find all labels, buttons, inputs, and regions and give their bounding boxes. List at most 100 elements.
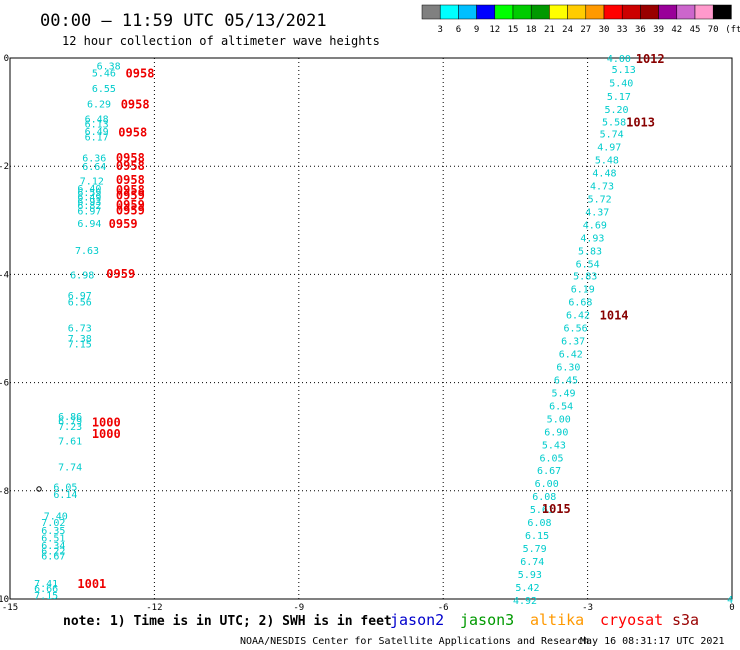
swh-label: 4.37 [585,208,609,219]
swh-label: 6.49 [85,127,109,138]
plot-grid [10,58,732,599]
swh-label: 6.08 [532,492,556,503]
swh-label: 7.02 [41,518,65,529]
y-tick-label: -6 [0,379,9,389]
colorbar-swatch [585,4,605,20]
swh-label: 6.64 [82,162,106,173]
pressure-label: 1000 [92,427,121,441]
swh-label: 5.58 [602,117,626,128]
pressure-label: 1015 [542,502,571,516]
colorbar-swatch [494,4,514,20]
pressure-label: 0958 [116,173,145,187]
colorbar-swatch [530,4,550,20]
swh-label: 6.90 [544,427,568,438]
swh-label: 5.42 [515,583,539,594]
swh-label: 6.05 [53,482,77,493]
swh-label: 6.54 [576,260,600,271]
swh-label: 6.97 [77,207,101,218]
swh-label: 6.30 [556,362,580,373]
swh-label: 5.83 [573,271,597,282]
swh-label: 5.17 [607,92,631,103]
swh-label: 6.08 [527,518,551,529]
swh-label: 7.12 [80,176,104,187]
colorbar-swatch [512,4,532,20]
swh-label: 6.14 [53,490,77,501]
swh-label: 5.43 [542,440,566,451]
colorbar-tick-label: 27 [580,25,591,35]
swh-label: 5.79 [523,544,547,555]
swh-label: 5.40 [609,78,633,89]
y-tick-label: -4 [0,270,9,280]
track-markers [36,486,42,492]
pressure-label: 1012 [636,52,665,66]
colorbar-tick-label: 6 [456,25,461,35]
swh-label: 7.15 [68,340,92,351]
swh-label: 7.61 [58,436,82,447]
footnote: note: 1) Time is in UTC; 2) SWH is in fe… [63,614,392,629]
swh-label: 4.97 [597,143,621,154]
swh-label: 5.72 [588,195,612,206]
pressure-label: 0959 [116,203,145,217]
swh-label: 7.74 [58,462,82,473]
legend-item-s3a: s3a [672,611,699,629]
pressure-label: 0959 [116,198,145,212]
axis-tick-labels: 0 -2 -4 -6 -8 -10-15 -12 -9 -6 -3 0 [0,54,735,613]
swh-label: 7.40 [44,512,68,523]
swh-label: 6.79 [58,416,82,427]
swh-label: 6.00 [535,479,559,490]
y-tick-label: -8 [0,487,9,497]
swh-label: 5.83 [578,247,602,258]
swh-label: 6.55 [92,84,116,95]
swh-label: 5.00 [547,414,571,425]
chart-title: 00:00 – 11:59 UTC 05/13/2021 [40,11,327,31]
swh-label: 6.98 [70,270,94,281]
swh-label: 6.37 [561,336,585,347]
pressure-label: 0958 [116,159,145,173]
colorbar-swatch [549,4,568,20]
pressure-label: 1014 [600,308,629,322]
swh-label: 6.42 [566,310,590,321]
colorbar-swatch [476,4,496,20]
swh-label: 6.48 [85,115,109,126]
pressure-label: 0959 [116,188,145,202]
swh-label: 5.46 [92,69,116,80]
swh-label: 6.66 [34,584,58,595]
y-tick-label: -2 [0,162,9,172]
swh-label: 6.38 [97,62,121,73]
swh-labels: 6.385.466.556.296.486.136.496.176.366.64… [34,54,733,607]
colorbar-tick-label: 30 [599,25,610,35]
colorbar-tick-label: 21 [544,25,555,35]
y-tick-label: 0 [4,54,9,64]
pressure-label: 0958 [121,97,150,111]
swh-label: 6.97 [68,291,92,302]
x-tick-label: -3 [582,603,593,613]
chart-subtitle: 12 hour collection of altimeter wave hei… [62,34,380,48]
pressure-label: 0958 [126,67,155,81]
x-tick-label: -15 [2,603,18,613]
colorbar-swatch [439,4,459,20]
colorbar-tick-label: 33 [617,25,628,35]
swh-label: 4.93 [580,234,604,245]
swh-label: 5.74 [600,130,624,141]
pressure-label: 1013 [626,115,655,129]
x-tick-label: -12 [146,603,162,613]
swh-label: 6.29 [87,99,111,110]
colorbar-unit: (ft) [725,25,740,35]
track-start-marker [36,486,42,492]
colorbar-tick-label: 36 [635,25,646,35]
swh-label: 6.15 [525,531,549,542]
colorbar-swatch [421,4,441,20]
colorbar-tick-label: 39 [653,25,664,35]
colorbar-swatch [458,4,477,20]
swh-label: 4 [727,595,733,606]
swh-label: 6.73 [68,323,92,334]
x-tick-label: -9 [293,603,304,613]
swh-label: 5.61 [530,505,554,516]
swh-label: 6.94 [77,219,101,230]
colorbar-swatch [567,4,587,20]
swh-label: 6.54 [549,401,573,412]
legend-item-altika: altika [530,611,584,629]
x-tick-label: 0 [729,603,734,613]
colorbar-tick-label: 24 [562,25,573,35]
